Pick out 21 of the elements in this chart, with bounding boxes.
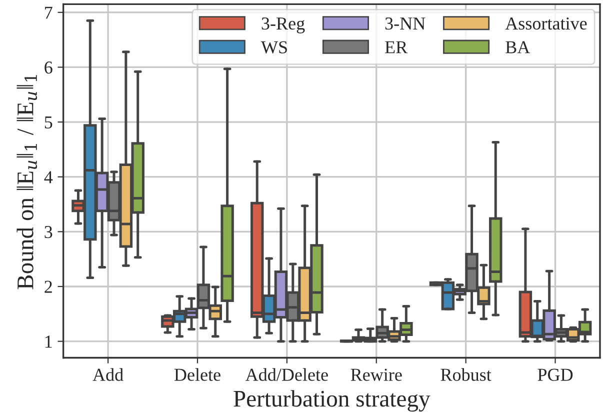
legend-label: BA [506, 41, 530, 54]
legend-label: Assortative [505, 17, 587, 30]
x-axis-title: Perturbation strategy [234, 390, 430, 412]
x-tick-label: Add [92, 368, 124, 381]
legend-label: ER [385, 41, 408, 54]
y-tick-label: 4 [44, 171, 53, 184]
x-tick-label: PGD [538, 368, 573, 381]
y-tick-label: 6 [44, 62, 52, 74]
x-tick-label: Delete [174, 368, 220, 381]
y-tick-label: 5 [44, 116, 52, 128]
legend-label: 3-NN [385, 17, 426, 30]
legend-label: 3-Reg [262, 17, 305, 34]
x-tick-label: Rewire [350, 368, 402, 381]
y-tick-label: 2 [44, 280, 52, 293]
legend-label: WS [260, 41, 287, 54]
y-tick-label: 3 [44, 226, 52, 238]
y-axis-title: Bound on ‖E$_{u}$‖$_{1}$ / ‖E$_{u}$‖$_{1}$ [16, 75, 38, 290]
y-tick-label: 7 [45, 6, 52, 19]
x-tick-label: Robust [440, 368, 492, 381]
y-tick-label: 1 [45, 336, 52, 348]
x-tick-label: Add/Delete [245, 368, 328, 381]
